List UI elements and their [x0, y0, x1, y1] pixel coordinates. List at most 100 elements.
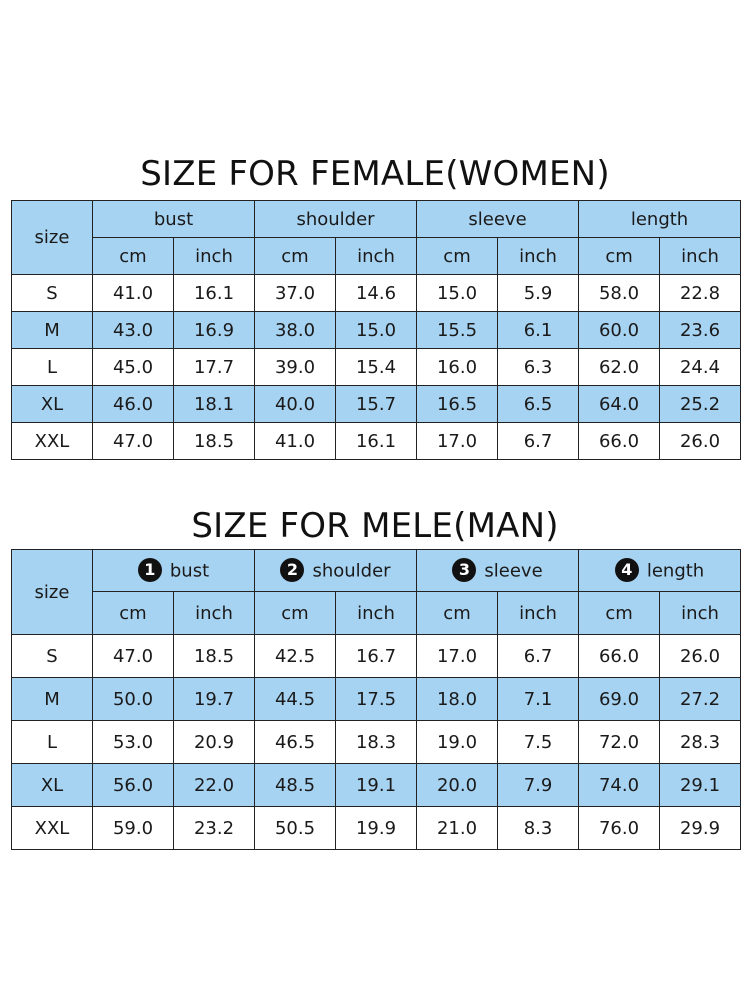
value-cell: 25.2	[659, 385, 742, 423]
value-cell: 19.9	[334, 806, 418, 850]
value-cell: 18.3	[334, 720, 418, 764]
value-cell: 74.0	[578, 763, 661, 807]
value-cell: 69.0	[578, 677, 661, 721]
value-cell: 6.3	[497, 348, 580, 386]
value-cell: 17.5	[334, 677, 418, 721]
unit-header: cm	[578, 237, 661, 275]
value-cell: 29.9	[659, 806, 742, 850]
table-row: L 53.0 20.9 46.5 18.3 19.0 7.5 72.0 28.3	[11, 720, 742, 764]
size-cell: S	[11, 634, 93, 678]
number-4-icon: 4	[614, 557, 639, 582]
value-cell: 53.0	[92, 720, 174, 764]
group-label: sleeve	[484, 560, 543, 581]
table-row: M 43.0 16.9 38.0 15.0 15.5 6.1 60.0 23.6	[11, 311, 742, 349]
value-cell: 6.5	[497, 385, 580, 423]
size-cell: XXL	[11, 422, 93, 460]
group-header-length: 4 length	[578, 549, 742, 592]
value-cell: 76.0	[578, 806, 661, 850]
value-cell: 24.4	[659, 348, 742, 386]
value-cell: 18.5	[173, 634, 255, 678]
unit-header: cm	[416, 591, 499, 635]
value-cell: 26.0	[659, 634, 742, 678]
group-header-bust: bust	[92, 200, 255, 238]
value-cell: 56.0	[92, 763, 174, 807]
table-row: XXL 59.0 23.2 50.5 19.9 21.0 8.3 76.0 29…	[11, 806, 742, 850]
size-cell: S	[11, 274, 93, 312]
size-cell: M	[11, 311, 93, 349]
size-cell: L	[11, 720, 93, 764]
value-cell: 37.0	[254, 274, 336, 312]
value-cell: 16.5	[416, 385, 499, 423]
table-row: S 47.0 18.5 42.5 16.7 17.0 6.7 66.0 26.0	[11, 634, 742, 678]
value-cell: 17.7	[173, 348, 255, 386]
number-2-icon: 2	[280, 557, 305, 582]
value-cell: 19.1	[334, 763, 418, 807]
group-header-sleeve: sleeve	[416, 200, 580, 238]
male-size-title: SIZE FOR MELE(MAN)	[191, 506, 559, 546]
value-cell: 28.3	[659, 720, 742, 764]
value-cell: 66.0	[578, 634, 661, 678]
value-cell: 58.0	[578, 274, 661, 312]
value-cell: 23.6	[659, 311, 742, 349]
unit-header: cm	[416, 237, 499, 275]
value-cell: 15.0	[334, 311, 418, 349]
value-cell: 47.0	[92, 634, 174, 678]
value-cell: 16.0	[416, 348, 499, 386]
value-cell: 64.0	[578, 385, 661, 423]
female-size-table: size bust shoulder sleeve length cm inch…	[11, 200, 742, 460]
table-row: XL 46.0 18.1 40.0 15.7 16.5 6.5 64.0 25.…	[11, 385, 742, 423]
number-1-icon: 1	[137, 557, 162, 582]
table-row: XL 56.0 22.0 48.5 19.1 20.0 7.9 74.0 29.…	[11, 763, 742, 807]
value-cell: 62.0	[578, 348, 661, 386]
value-cell: 44.5	[254, 677, 336, 721]
value-cell: 16.1	[334, 422, 418, 460]
value-cell: 17.0	[416, 634, 499, 678]
unit-header: cm	[254, 591, 336, 635]
group-header-length: length	[578, 200, 742, 238]
value-cell: 18.5	[173, 422, 255, 460]
unit-header: cm	[92, 237, 174, 275]
unit-header: cm	[578, 591, 661, 635]
table-row: L 45.0 17.7 39.0 15.4 16.0 6.3 62.0 24.4	[11, 348, 742, 386]
unit-header: inch	[497, 237, 580, 275]
size-header: size	[11, 200, 93, 275]
value-cell: 50.5	[254, 806, 336, 850]
value-cell: 7.5	[497, 720, 580, 764]
size-cell: XL	[11, 385, 93, 423]
value-cell: 18.1	[173, 385, 255, 423]
group-header-shoulder: 2 shoulder	[253, 549, 418, 592]
value-cell: 46.0	[92, 385, 174, 423]
group-label: bust	[169, 560, 210, 581]
group-header-sleeve: 3 sleeve	[416, 549, 580, 592]
value-cell: 45.0	[92, 348, 174, 386]
value-cell: 14.6	[334, 274, 418, 312]
value-cell: 60.0	[578, 311, 661, 349]
value-cell: 15.4	[334, 348, 418, 386]
unit-header: inch	[334, 591, 418, 635]
size-cell: M	[11, 677, 93, 721]
female-size-title: SIZE FOR FEMALE(WOMEN)	[140, 154, 610, 194]
value-cell: 72.0	[578, 720, 661, 764]
value-cell: 42.5	[254, 634, 336, 678]
value-cell: 41.0	[254, 422, 336, 460]
value-cell: 7.1	[497, 677, 580, 721]
unit-header: inch	[497, 591, 580, 635]
size-cell: L	[11, 348, 93, 386]
group-header-shoulder: shoulder	[253, 200, 418, 238]
value-cell: 20.9	[173, 720, 255, 764]
value-cell: 39.0	[254, 348, 336, 386]
table-row: S 41.0 16.1 37.0 14.6 15.0 5.9 58.0 22.8	[11, 274, 742, 312]
group-header-bust: 1 bust	[92, 549, 255, 592]
value-cell: 46.5	[254, 720, 336, 764]
value-cell: 19.7	[173, 677, 255, 721]
value-cell: 19.0	[416, 720, 499, 764]
value-cell: 27.2	[659, 677, 742, 721]
unit-header: inch	[173, 237, 255, 275]
table-row: M 50.0 19.7 44.5 17.5 18.0 7.1 69.0 27.2	[11, 677, 742, 721]
size-cell: XXL	[11, 806, 93, 850]
number-3-icon: 3	[452, 557, 477, 582]
table-row: XXL 47.0 18.5 41.0 16.1 17.0 6.7 66.0 26…	[11, 422, 742, 460]
value-cell: 48.5	[254, 763, 336, 807]
value-cell: 21.0	[416, 806, 499, 850]
value-cell: 6.7	[497, 422, 580, 460]
